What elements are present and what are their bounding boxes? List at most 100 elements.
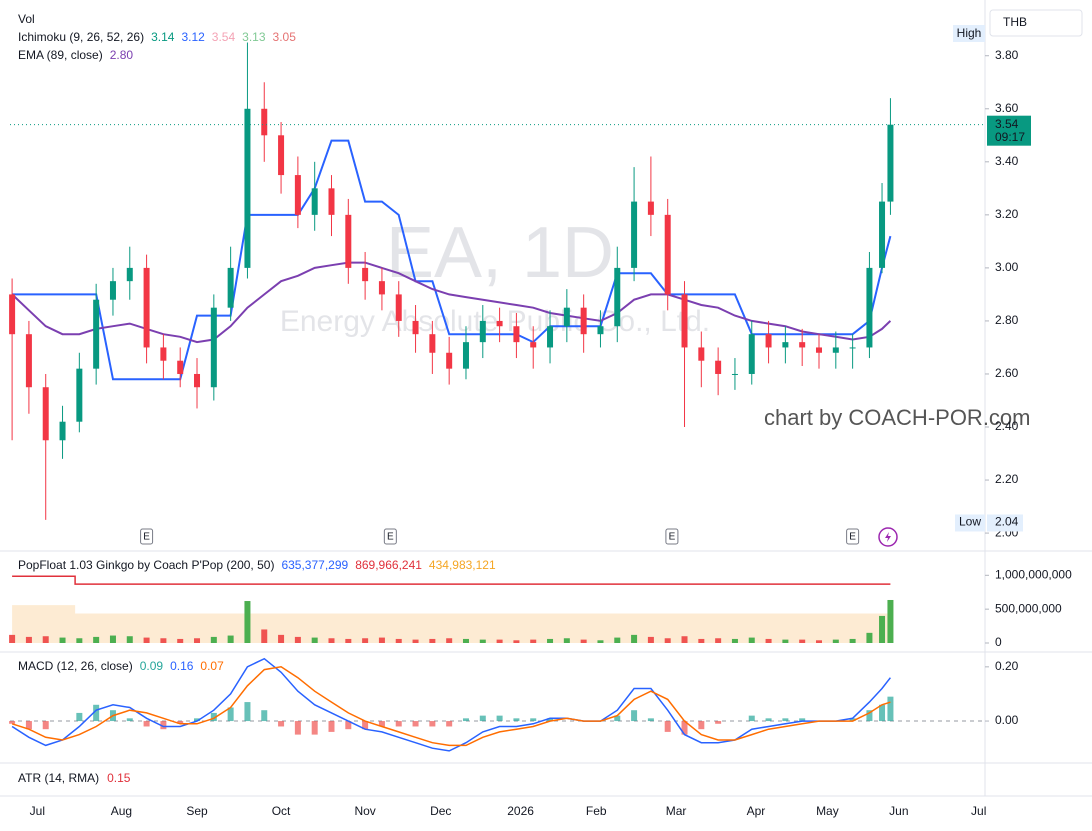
atr-value: 0.15 <box>107 771 131 785</box>
x-tick-label: 2026 <box>507 804 534 818</box>
volume-bar <box>547 638 554 643</box>
volume-bar <box>580 639 587 643</box>
indicator-line <box>11 261 892 344</box>
credit: chart by COACH-POR.com <box>764 405 1031 430</box>
candle-body <box>647 201 654 215</box>
earnings-label[interactable]: E <box>387 532 394 543</box>
volume-bar <box>597 640 604 643</box>
histogram-bar <box>294 721 301 735</box>
volume-bar <box>631 634 638 643</box>
volume-bar <box>446 638 453 643</box>
x-tick-label: Feb <box>586 804 607 818</box>
histogram-bar <box>143 721 150 727</box>
y-tick-label: 0.20 <box>995 659 1019 673</box>
high-label: High <box>957 26 982 40</box>
volume-bar <box>731 638 738 643</box>
currency-box[interactable] <box>989 9 1083 37</box>
y-tick-label: 2.20 <box>995 472 1019 486</box>
histogram-bar <box>866 710 873 722</box>
candle-body <box>177 360 184 374</box>
volume-bar <box>715 638 722 643</box>
candle-body <box>194 373 201 388</box>
histogram-bar <box>748 715 755 722</box>
earnings-marker[interactable] <box>140 528 154 545</box>
candle-body <box>547 326 554 348</box>
currency[interactable]: THB <box>1003 15 1027 29</box>
histogram-bar <box>647 718 654 722</box>
legend-value: 869,966,241 <box>355 558 422 572</box>
candle-body <box>395 294 402 321</box>
x-tick-label: Dec <box>430 804 451 818</box>
earnings-marker[interactable] <box>665 528 679 545</box>
histogram-bar <box>799 718 806 722</box>
event-bolt[interactable] <box>885 532 891 542</box>
volume-bar <box>194 638 201 643</box>
candle-body <box>311 188 318 215</box>
histogram-bar <box>177 721 184 724</box>
x-tick-label: May <box>816 804 839 818</box>
legend-entry: EMA (89, close) 2.80 <box>18 48 133 62</box>
earnings-label[interactable]: E <box>849 532 856 543</box>
candle-body <box>614 267 621 327</box>
volume-bar <box>177 638 184 643</box>
legend-value: 635,377,299 <box>281 558 348 572</box>
candle-body <box>412 320 419 335</box>
volume-bar <box>647 636 654 643</box>
volume-bar <box>395 638 402 643</box>
watermark-title: EA, 1D <box>386 213 614 293</box>
volume-bar <box>59 637 66 643</box>
x-tick-label: Nov <box>354 804 375 818</box>
volume-bar <box>378 637 385 643</box>
histogram-bar <box>631 710 638 722</box>
candle-body <box>748 334 755 374</box>
legend-entry: Ichimoku (9, 26, 52, 26) 3.14 3.12 3.54 3.13… <box>18 30 296 44</box>
legend-text: Ichimoku (9, 26, 52, 26) <box>18 30 144 44</box>
histogram-bar <box>715 721 722 724</box>
candle-body <box>261 108 268 136</box>
histogram-bar <box>765 718 772 722</box>
candle-body <box>42 387 49 441</box>
volume-bar <box>227 635 234 643</box>
candle-body <box>782 342 789 348</box>
event-icon[interactable] <box>878 527 898 547</box>
volume-bar <box>345 638 352 643</box>
volume-bar <box>412 639 419 643</box>
volume-bar <box>328 638 335 643</box>
histogram-bar <box>879 704 886 722</box>
histogram-bar <box>93 704 100 722</box>
earnings-marker[interactable] <box>383 528 397 545</box>
earnings-label[interactable]: E <box>143 532 150 543</box>
histogram-bar <box>446 721 453 727</box>
legend-text: PopFloat 1.03 Ginkgo by Coach P'Pop (200… <box>18 558 274 572</box>
volume-bar <box>278 634 285 643</box>
histogram-bar <box>227 707 234 722</box>
candle-body <box>887 124 894 202</box>
volume-bar <box>9 634 16 643</box>
histogram-bar <box>160 721 167 730</box>
histogram-bar <box>412 721 419 727</box>
histogram-bar <box>261 710 268 722</box>
earnings-marker[interactable] <box>846 528 860 545</box>
candle-body <box>294 175 301 215</box>
last-price-label: 3.54 <box>995 117 1019 131</box>
legend-value: 3.05 <box>273 30 297 44</box>
histogram-bar <box>887 696 894 722</box>
legend-value: 3.14 <box>151 30 175 44</box>
candle-body <box>563 307 570 327</box>
candle-body <box>815 347 822 353</box>
earnings-label[interactable]: E <box>669 532 676 543</box>
candle-body <box>59 421 66 441</box>
histogram-bar <box>664 721 671 732</box>
candle-body <box>580 307 587 335</box>
histogram-bar <box>42 721 49 730</box>
candle-body <box>664 214 671 295</box>
low-value-box <box>987 514 1023 532</box>
candle-body <box>328 188 335 215</box>
histogram-bar <box>328 721 335 732</box>
x-tick-label: Oct <box>272 804 291 818</box>
volume-bar <box>429 638 436 643</box>
volume-bar <box>210 636 217 643</box>
volume-bar <box>496 639 503 643</box>
volume-bar <box>362 638 369 643</box>
